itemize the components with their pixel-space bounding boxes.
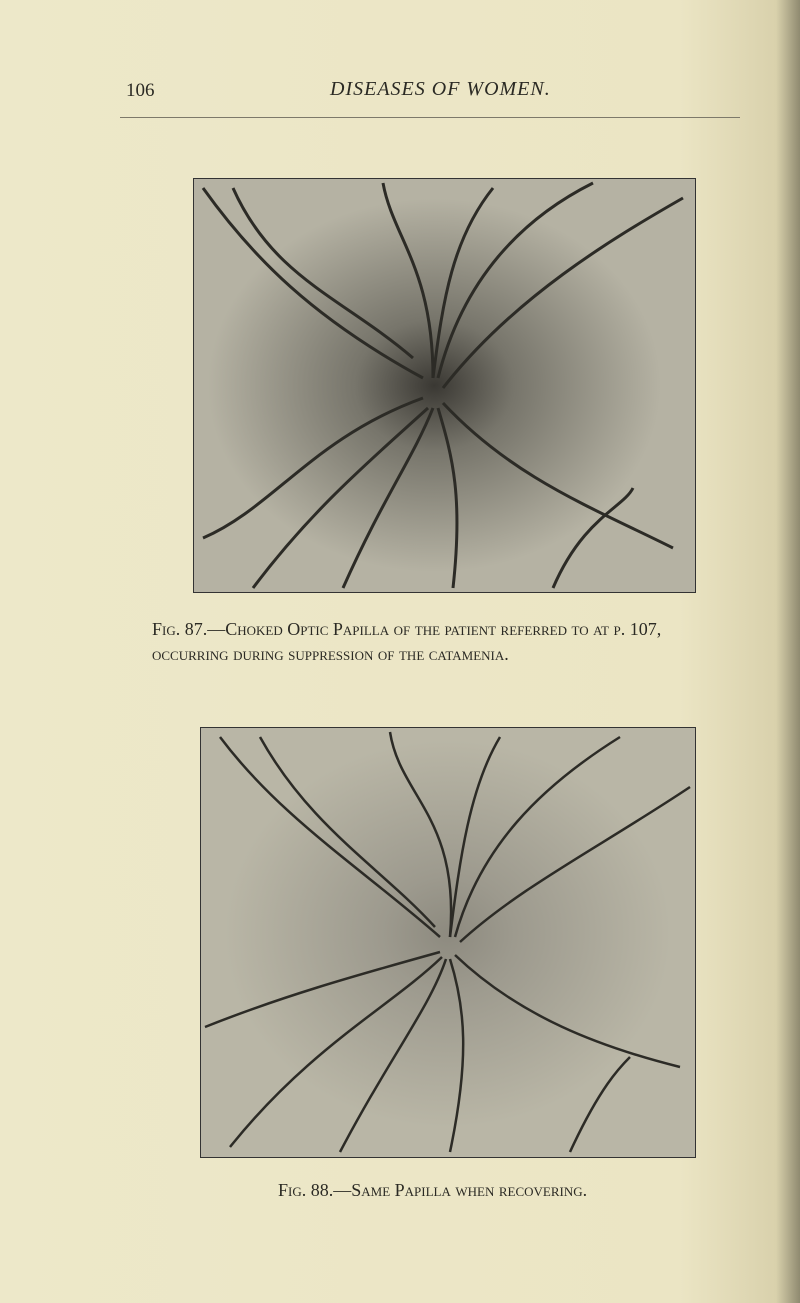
caption-text: —Choked Optic Papilla of the patient ref… bbox=[152, 619, 662, 664]
page-number: 106 bbox=[126, 80, 155, 101]
figure-illustration bbox=[193, 178, 696, 593]
figure-illustration bbox=[200, 727, 696, 1158]
caption-label: Fig. 87. bbox=[152, 619, 208, 639]
running-title: DISEASES OF WOMEN. bbox=[330, 78, 551, 100]
figure-caption: Fig. 88.—Same Papilla when recovering. bbox=[278, 1178, 678, 1203]
header-rule bbox=[120, 117, 740, 118]
caption-label: Fig. 88. bbox=[278, 1180, 334, 1200]
figure-caption: Fig. 87.—Choked Optic Papilla of the pat… bbox=[152, 617, 722, 667]
caption-text: —Same Papilla when recovering. bbox=[333, 1180, 588, 1200]
